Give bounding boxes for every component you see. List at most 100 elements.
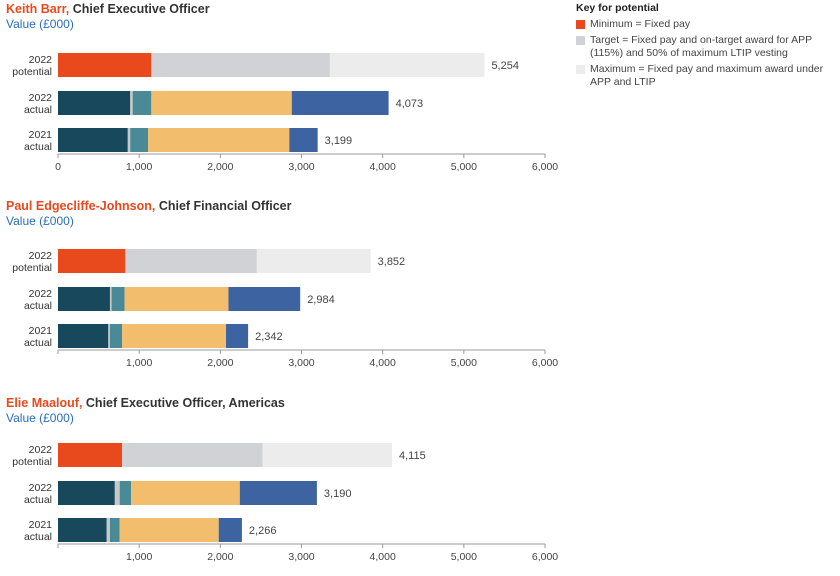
bar-segment-benefits — [114, 481, 120, 505]
bar-segment-maximum — [256, 249, 371, 273]
x-tick-label: 1,000 — [126, 357, 152, 369]
x-tick-label: 3,000 — [288, 161, 314, 173]
executive-role: Chief Financial Officer — [158, 199, 292, 213]
x-tick-label: 1,000 — [126, 161, 152, 173]
bar-segment-benefits — [106, 518, 110, 542]
bar-total-label: 3,852 — [378, 256, 406, 268]
row-label-year: 2021 — [29, 325, 53, 337]
executive-name: Paul Edgecliffe-Johnson — [6, 199, 152, 213]
panel-title: Keith Barr, Chief Executive Officer — [6, 2, 210, 16]
row-label-year: 2022 — [29, 250, 53, 262]
bar-segment-ltip — [228, 287, 301, 311]
bar-total-label: 4,115 — [399, 450, 426, 462]
legend-label: Target = Fixed pay and on-target award f… — [590, 34, 812, 59]
executive-role: Chief Executive Officer — [72, 2, 210, 16]
bar-segment-target — [151, 53, 330, 77]
bar-segment-app — [119, 518, 219, 542]
bar-segment-target — [122, 443, 263, 467]
x-tick-label: 4,000 — [370, 357, 396, 369]
x-tick-label: 3,000 — [288, 551, 314, 563]
executive-name: Elie Maalouf — [6, 396, 79, 410]
row-label-type: actual — [24, 141, 52, 153]
panel-title: Paul Edgecliffe-Johnson, Chief Financial… — [6, 199, 292, 213]
bar-total-label: 3,199 — [325, 135, 353, 147]
x-tick-label: 2,000 — [207, 357, 233, 369]
legend-item-target: Target = Fixed pay and on-target award f… — [576, 34, 838, 60]
executive-role: Chief Executive Officer, Americas — [85, 396, 285, 410]
bar-segment-benefits — [109, 287, 112, 311]
x-tick-label: 5,000 — [451, 161, 477, 173]
bar-segment-salary — [58, 518, 107, 542]
bar-segment-salary — [58, 128, 128, 152]
bar-segment-salary — [58, 324, 109, 348]
legend-label: Minimum = Fixed pay — [590, 18, 691, 30]
bar-segment-benefits — [127, 128, 131, 152]
bar-segment-pension — [109, 324, 123, 348]
executive-name: Keith Barr — [6, 2, 66, 16]
bar-segment-ltip — [289, 128, 318, 152]
bar-segment-app — [122, 324, 227, 348]
bar-segment-pension — [109, 518, 120, 542]
panel-title: Elie Maalouf, Chief Executive Officer, A… — [6, 396, 285, 410]
x-tick-label: 4,000 — [370, 551, 396, 563]
bar-segment-benefits — [130, 91, 133, 115]
legend-item-minimum: Minimum = Fixed pay — [576, 18, 838, 31]
bar-segment-pension — [111, 287, 125, 311]
x-tick-label: 4,000 — [370, 161, 396, 173]
bar-total-label: 5,254 — [491, 60, 519, 72]
bar-segment-pension — [132, 91, 152, 115]
bar-segment-benefits — [108, 324, 110, 348]
x-tick-label: 1,000 — [126, 551, 152, 563]
x-tick-label: 6,000 — [532, 357, 558, 369]
bar-segment-minimum — [58, 53, 152, 77]
value-unit-label: Value (£000) — [6, 17, 74, 31]
legend-item-maximum: Maximum = Fixed pay and maximum award un… — [576, 63, 838, 89]
bar-segment-target — [125, 249, 257, 273]
row-label-type: potential — [12, 66, 52, 78]
bar-segment-ltip — [226, 324, 249, 348]
row-label-type: actual — [24, 337, 52, 349]
value-unit-label: Value (£000) — [6, 411, 74, 425]
bar-total-label: 2,266 — [249, 525, 277, 537]
bar-segment-ltip — [239, 481, 317, 505]
row-label-type: actual — [24, 494, 52, 506]
x-tick-label: 3,000 — [288, 357, 314, 369]
bar-segment-salary — [58, 481, 115, 505]
x-tick-label: 5,000 — [451, 357, 477, 369]
bar-total-label: 2,342 — [255, 331, 283, 343]
x-tick-label: 2,000 — [207, 551, 233, 563]
row-label-type: actual — [24, 104, 52, 116]
x-tick-label: 5,000 — [451, 551, 477, 563]
x-tick-label: 6,000 — [532, 161, 558, 173]
legend-swatch — [576, 36, 585, 45]
bar-segment-app — [151, 91, 292, 115]
bar-segment-app — [148, 128, 290, 152]
row-label-type: potential — [12, 262, 52, 274]
row-label-type: actual — [24, 531, 52, 543]
legend-title: Key for potential — [576, 2, 659, 14]
bar-total-label: 4,073 — [396, 98, 424, 110]
legend-label: Maximum = Fixed pay and maximum award un… — [590, 63, 824, 88]
bar-segment-maximum — [329, 53, 485, 77]
row-label-year: 2021 — [29, 519, 53, 531]
bar-segment-ltip — [291, 91, 389, 115]
bar-segment-minimum — [58, 249, 126, 273]
value-unit-label: Value (£000) — [6, 214, 74, 228]
bar-segment-app — [131, 481, 240, 505]
x-tick-label: 2,000 — [207, 161, 233, 173]
row-label-year: 2022 — [29, 288, 53, 300]
bar-segment-app — [124, 287, 229, 311]
bar-total-label: 2,984 — [307, 294, 335, 306]
bar-segment-pension — [119, 481, 132, 505]
row-label-year: 2021 — [29, 129, 53, 141]
